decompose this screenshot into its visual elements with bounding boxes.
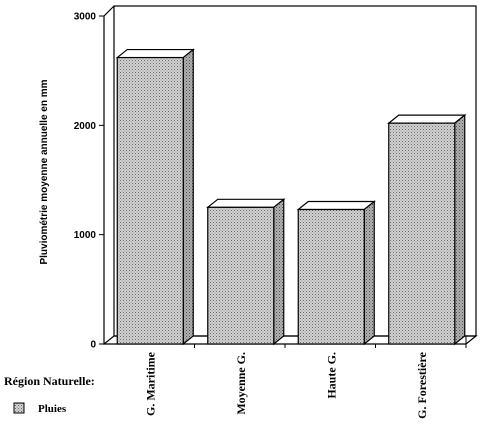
bar-front <box>116 56 184 345</box>
bars <box>115 48 467 346</box>
bar-front <box>207 206 275 345</box>
legend-label: Pluies <box>38 403 67 415</box>
legend-title: Région Naturelle: <box>4 374 95 388</box>
bar <box>115 48 195 346</box>
y-axis: 0 1000 2000 3000 <box>74 12 104 351</box>
bar-side <box>363 200 375 346</box>
legend: Région Naturelle: Pluies <box>4 374 95 415</box>
bar <box>296 200 376 346</box>
x-tick-label: Moyenne G. <box>234 352 248 415</box>
bar-side <box>182 48 194 346</box>
bar-front <box>388 122 456 345</box>
bar-side <box>273 198 285 346</box>
x-tick-label: G. Forestière <box>415 351 429 419</box>
legend-swatch <box>13 402 25 414</box>
x-tick-label: Haute G. <box>324 352 338 399</box>
y-axis-label: Pluviométrie moyenne annuelle en mm <box>39 79 50 264</box>
bar-top <box>387 114 467 124</box>
plot-frame <box>102 5 478 345</box>
bar-top <box>115 48 195 59</box>
x-tick-label: G. Maritime <box>143 351 157 416</box>
bar <box>387 113 467 346</box>
y-tick-label: 3000 <box>74 12 97 23</box>
bar-top <box>296 200 376 211</box>
bar <box>206 198 286 346</box>
bar-side <box>454 113 466 346</box>
bar-front <box>297 208 365 345</box>
y-tick-label: 2000 <box>74 121 97 132</box>
y-tick-label: 0 <box>90 340 96 351</box>
x-axis: G. Maritime Moyenne G. Haute G. G. Forestiè… <box>143 344 467 419</box>
bar-top <box>206 198 286 208</box>
y-tick-label: 1000 <box>74 230 97 241</box>
